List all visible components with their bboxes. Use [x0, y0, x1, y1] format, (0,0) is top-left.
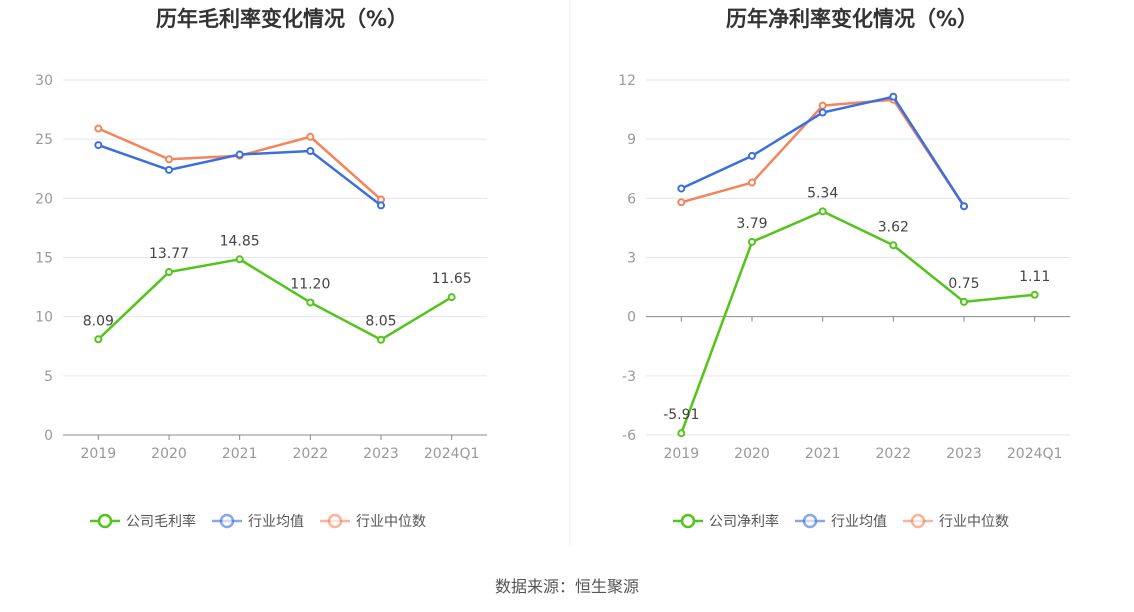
data-label: 5.34	[807, 185, 838, 201]
y-tick-label: 0	[627, 310, 636, 326]
chart-0: 历年毛利率变化情况（%） 0 5 10 15 20 25 30 2019 2020 2021 2022…	[35, 7, 487, 530]
data-point	[818, 207, 827, 216]
y-tick-label: 20	[35, 191, 53, 207]
data-label: 3.79	[736, 216, 767, 232]
data-point	[94, 141, 103, 150]
x-tick-label: 2021	[805, 446, 841, 462]
data-label: 3.62	[878, 219, 909, 235]
data-point	[306, 298, 315, 307]
x-tick-label: 2019	[664, 446, 700, 462]
data-point	[960, 202, 968, 211]
y-tick-label: 9	[627, 132, 636, 148]
data-point	[447, 293, 456, 302]
series-line-0	[97, 257, 453, 342]
data-point	[677, 198, 686, 207]
x-tick-label: 2022	[293, 446, 329, 462]
data-label: 8.09	[83, 313, 114, 329]
data-point	[377, 201, 385, 210]
data-label: 1.11	[1019, 269, 1050, 285]
y-tick-label: 12	[618, 73, 636, 89]
y-tick-label: -3	[622, 369, 636, 385]
legend-marker-icon	[680, 513, 696, 529]
data-point	[165, 165, 173, 174]
data-point	[889, 92, 898, 101]
data-point	[889, 241, 898, 250]
data-point	[748, 178, 756, 187]
legend-item: 行业均值	[831, 514, 887, 530]
y-tick-label: 5	[44, 369, 53, 385]
data-point	[165, 268, 173, 277]
data-point	[960, 297, 968, 306]
data-point	[818, 108, 827, 117]
series-line-0	[680, 209, 1035, 434]
y-tick-label: 10	[35, 310, 53, 326]
data-point	[235, 150, 244, 159]
x-tick-label: 2019	[81, 446, 117, 462]
legend-item: 公司净利率	[709, 513, 779, 530]
data-point	[165, 155, 173, 164]
data-point	[235, 255, 244, 264]
x-tick-label: 2020	[734, 446, 770, 462]
legend-marker-icon	[97, 513, 113, 529]
y-tick-label: 15	[35, 251, 53, 267]
legend-item: 行业中位数	[939, 514, 1009, 530]
data-point	[818, 101, 827, 110]
x-tick-label: 2024Q1	[1007, 446, 1063, 462]
y-tick-label: 6	[627, 191, 636, 207]
data-point	[377, 335, 385, 344]
y-tick-label: 3	[627, 251, 636, 267]
data-label: 13.77	[149, 246, 189, 262]
x-tick-label: 2024Q1	[424, 446, 480, 462]
data-point	[748, 151, 756, 160]
footer-source: 数据来源：恒生聚源	[495, 577, 639, 596]
chart-title: 历年毛利率变化情况（%）	[156, 7, 408, 31]
legend-marker-icon	[802, 513, 818, 529]
x-tick-label: 2021	[222, 446, 258, 462]
legend-item: 行业均值	[248, 514, 304, 530]
y-tick-label: 25	[35, 132, 53, 148]
data-point	[677, 429, 686, 438]
y-tick-label: 0	[44, 428, 53, 444]
x-tick-label: 2020	[151, 446, 187, 462]
data-point	[94, 335, 103, 344]
data-label: 0.75	[948, 276, 979, 292]
legend-item: 行业中位数	[356, 514, 426, 530]
data-point	[306, 132, 315, 141]
y-tick-label: 30	[35, 73, 53, 89]
x-tick-label: 2023	[946, 446, 982, 462]
data-label: 11.20	[290, 276, 330, 292]
data-point	[677, 184, 686, 193]
data-label: 14.85	[220, 233, 260, 249]
data-point	[748, 237, 756, 246]
data-label: 8.05	[365, 314, 396, 330]
chart-1: 历年净利率变化情况（%） -6 -3 0 3 6 9 12 2019 2020 2021 2022 20…	[618, 7, 1070, 530]
legend-marker-icon	[219, 513, 235, 529]
legend-marker-icon	[327, 513, 343, 529]
x-tick-label: 2022	[876, 446, 912, 462]
data-label: -5.91	[663, 407, 699, 423]
legend-item: 公司毛利率	[126, 513, 196, 530]
data-point	[1030, 290, 1039, 299]
x-tick-label: 2023	[363, 446, 399, 462]
data-point	[306, 147, 315, 155]
y-tick-label: -6	[622, 428, 636, 444]
data-label: 11.65	[432, 271, 472, 287]
legend-marker-icon	[910, 513, 926, 529]
chart-title: 历年净利率变化情况（%）	[726, 7, 978, 31]
data-point	[94, 124, 103, 133]
